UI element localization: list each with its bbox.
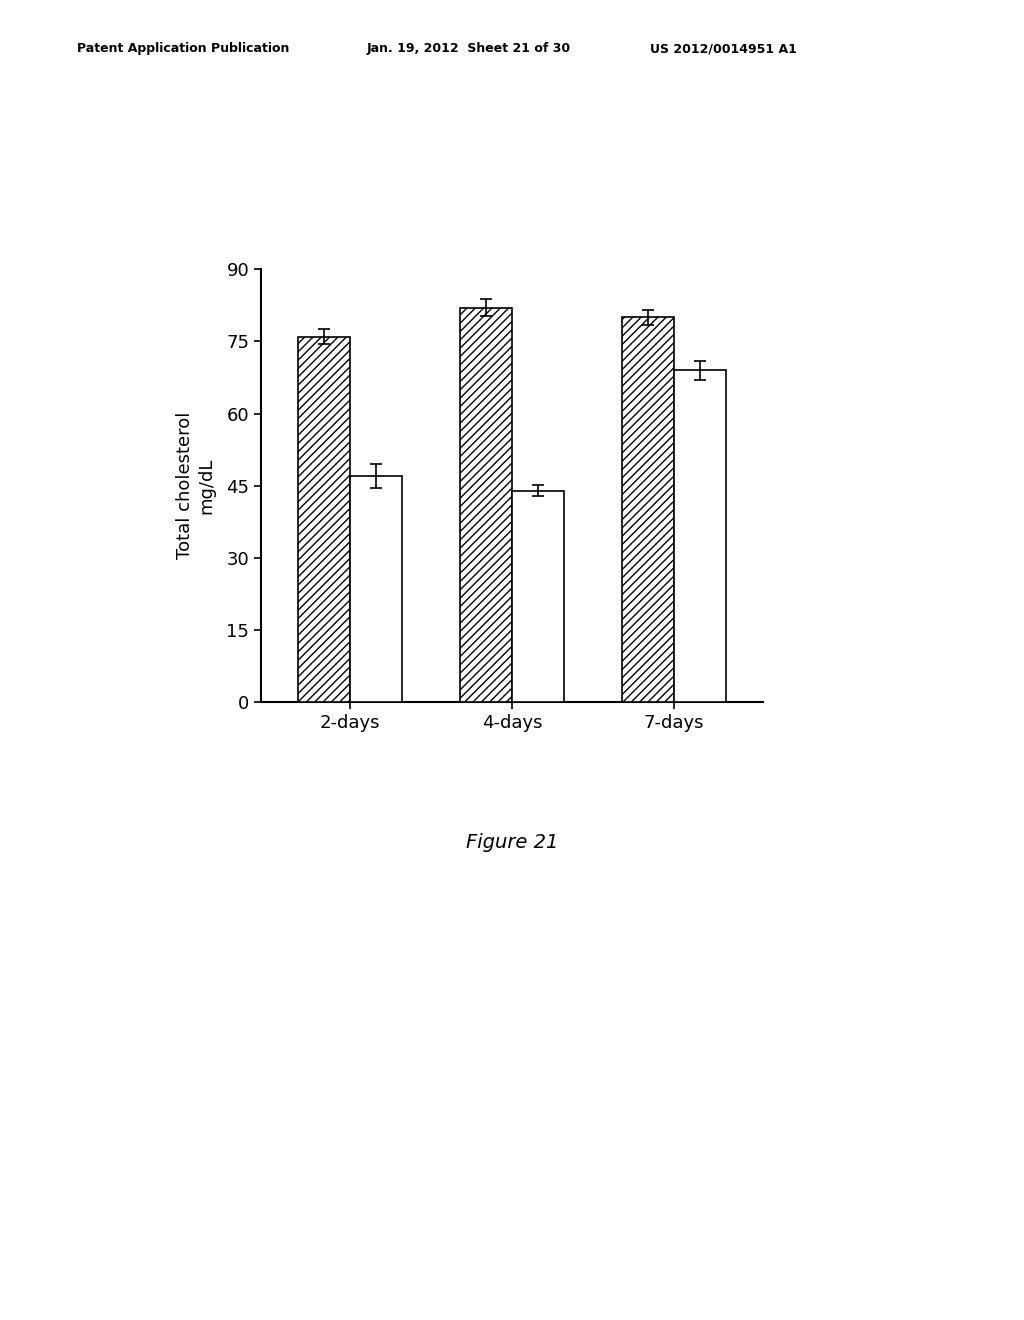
Bar <box>674 371 726 702</box>
Y-axis label: Total cholesterol
mg/dL: Total cholesterol mg/dL <box>176 412 215 560</box>
Text: Jan. 19, 2012  Sheet 21 of 30: Jan. 19, 2012 Sheet 21 of 30 <box>367 42 570 55</box>
Bar <box>512 491 564 702</box>
Text: US 2012/0014951 A1: US 2012/0014951 A1 <box>650 42 797 55</box>
Bar <box>350 477 402 702</box>
Bar <box>298 337 350 702</box>
Bar <box>622 317 674 702</box>
Text: Figure 21: Figure 21 <box>466 833 558 851</box>
Bar <box>460 308 512 702</box>
Text: Patent Application Publication: Patent Application Publication <box>77 42 289 55</box>
